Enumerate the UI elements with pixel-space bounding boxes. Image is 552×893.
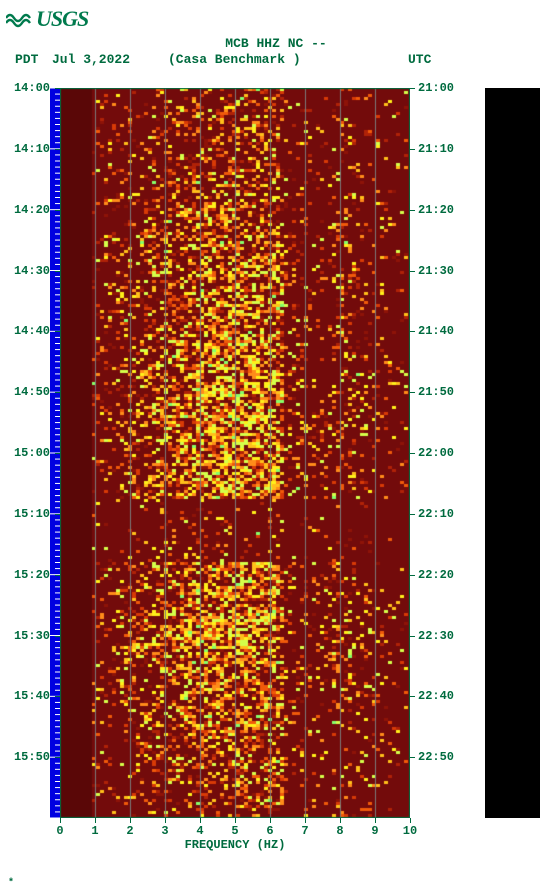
right-time-tick: 22:10 — [418, 507, 454, 521]
usgs-wave-icon — [6, 9, 32, 29]
left-tick-mark — [55, 757, 60, 758]
footer-mark: * — [8, 878, 14, 889]
pdt-label: PDT — [15, 52, 38, 67]
right-tick-mark — [410, 696, 415, 697]
left-tick-mark — [55, 636, 60, 637]
left-tick-mark — [55, 88, 60, 89]
left-time-tick: 15:20 — [0, 568, 50, 582]
bottom-tick-mark — [375, 818, 376, 823]
chart-title: MCB HHZ NC -- — [0, 36, 552, 51]
freq-tick: 4 — [190, 824, 210, 838]
bottom-tick-mark — [130, 818, 131, 823]
utc-label: UTC — [408, 52, 431, 67]
right-time-tick: 22:30 — [418, 629, 454, 643]
left-tick-mark — [55, 210, 60, 211]
usgs-logo-text: USGS — [36, 6, 88, 32]
spectrogram-plot — [60, 88, 410, 818]
colorbar — [485, 88, 540, 818]
spectrogram-canvas — [60, 88, 410, 818]
bottom-tick-mark — [165, 818, 166, 823]
right-time-tick: 22:50 — [418, 750, 454, 764]
bottom-tick-mark — [200, 818, 201, 823]
left-time-tick: 15:30 — [0, 629, 50, 643]
right-time-tick: 22:00 — [418, 446, 454, 460]
bottom-tick-mark — [340, 818, 341, 823]
bottom-tick-mark — [270, 818, 271, 823]
bottom-tick-mark — [60, 818, 61, 823]
left-time-tick: 14:10 — [0, 142, 50, 156]
usgs-logo: USGS — [6, 6, 88, 32]
right-tick-mark — [410, 149, 415, 150]
right-tick-mark — [410, 575, 415, 576]
right-time-tick: 21:50 — [418, 385, 454, 399]
freq-tick: 2 — [120, 824, 140, 838]
left-tick-mark — [55, 149, 60, 150]
right-time-tick: 21:30 — [418, 264, 454, 278]
right-tick-mark — [410, 210, 415, 211]
bottom-tick-mark — [305, 818, 306, 823]
right-tick-mark — [410, 392, 415, 393]
left-time-tick: 15:10 — [0, 507, 50, 521]
left-time-tick: 14:40 — [0, 324, 50, 338]
xaxis-label: FREQUENCY (HZ) — [0, 838, 470, 852]
left-time-tick: 14:20 — [0, 203, 50, 217]
left-tick-mark — [55, 514, 60, 515]
right-time-tick: 21:20 — [418, 203, 454, 217]
right-tick-mark — [410, 453, 415, 454]
left-tick-mark — [55, 331, 60, 332]
freq-tick: 10 — [400, 824, 420, 838]
freq-tick: 9 — [365, 824, 385, 838]
right-tick-mark — [410, 514, 415, 515]
left-time-tick: 14:50 — [0, 385, 50, 399]
right-time-tick: 22:40 — [418, 689, 454, 703]
left-tick-mark — [55, 696, 60, 697]
freq-tick: 7 — [295, 824, 315, 838]
right-tick-mark — [410, 88, 415, 89]
left-tick-mark — [55, 271, 60, 272]
freq-tick: 1 — [85, 824, 105, 838]
left-tick-mark — [55, 392, 60, 393]
left-time-tick: 14:30 — [0, 264, 50, 278]
bottom-tick-mark — [410, 818, 411, 823]
left-time-tick: 15:40 — [0, 689, 50, 703]
right-tick-mark — [410, 636, 415, 637]
right-tick-mark — [410, 271, 415, 272]
bottom-tick-mark — [95, 818, 96, 823]
right-time-tick: 21:10 — [418, 142, 454, 156]
freq-tick: 8 — [330, 824, 350, 838]
right-time-tick: 22:20 — [418, 568, 454, 582]
date-label: Jul 3,2022 — [52, 52, 130, 67]
left-time-tick: 14:00 — [0, 81, 50, 95]
freq-tick: 5 — [225, 824, 245, 838]
left-time-tick: 15:50 — [0, 750, 50, 764]
right-time-tick: 21:00 — [418, 81, 454, 95]
freq-tick: 6 — [260, 824, 280, 838]
right-time-tick: 21:40 — [418, 324, 454, 338]
left-tick-mark — [55, 453, 60, 454]
freq-tick: 3 — [155, 824, 175, 838]
right-tick-mark — [410, 331, 415, 332]
station-subtitle: (Casa Benchmark ) — [168, 52, 301, 67]
left-time-tick: 15:00 — [0, 446, 50, 460]
right-tick-mark — [410, 757, 415, 758]
bottom-tick-mark — [235, 818, 236, 823]
left-tick-mark — [55, 575, 60, 576]
freq-tick: 0 — [50, 824, 70, 838]
